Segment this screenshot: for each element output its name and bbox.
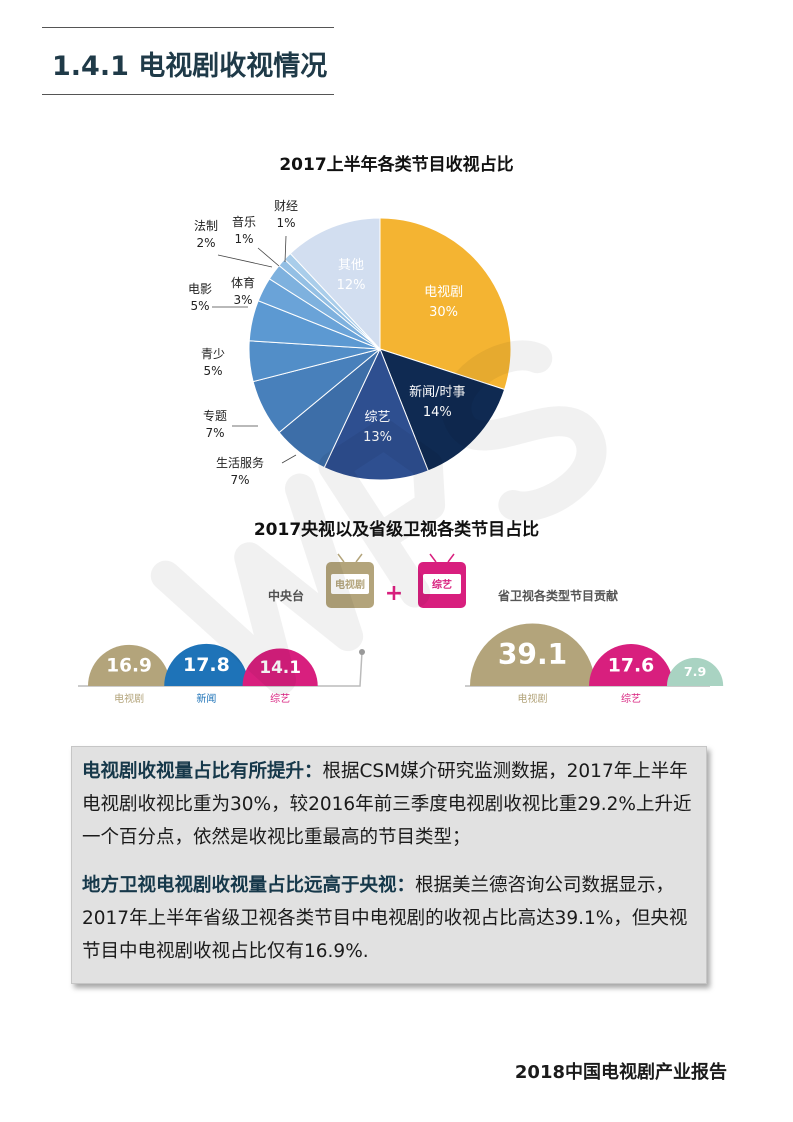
- tv-drama-icon: 电视剧: [326, 553, 374, 608]
- cctv-category-0: 电视剧: [114, 692, 144, 705]
- leader-line-音乐: [257, 247, 280, 267]
- pie-label-体育: 体育 3%: [218, 275, 268, 309]
- pie-slice-电视剧: [379, 217, 512, 391]
- provincial-mark-1: [589, 644, 673, 686]
- pie-slice-综艺: [323, 347, 429, 481]
- slice-label-新闻-时事: 新闻/时事 14%: [397, 383, 477, 423]
- top-rule: [42, 27, 334, 28]
- provincial-mark-0: [470, 623, 596, 686]
- pie-slice-其他: [289, 217, 381, 351]
- footer-title: 2018中国电视剧产业报告: [514, 1062, 727, 1083]
- cctv-value-1: 17.8: [183, 654, 230, 676]
- slice-percent: 30%: [429, 304, 459, 320]
- pie-label-name: 财经: [273, 199, 298, 213]
- pie-label-name: 音乐: [231, 215, 256, 229]
- pie-chart-title: 2017上半年各类节目收视占比: [279, 155, 514, 175]
- summary-lead-2: 地方卫视电视剧收视量占比远高于央视：: [82, 875, 416, 896]
- pie-label-青少: 青少 5%: [188, 346, 238, 380]
- section-title: 1.4.1 电视剧收视情况: [52, 51, 328, 82]
- slice-label-其他: 其他 12%: [311, 256, 391, 296]
- slice-label-综艺: 综艺 13%: [338, 408, 418, 448]
- pie-label-name: 电影: [187, 282, 212, 296]
- pie-slice-新闻-时事: [379, 348, 506, 472]
- pie-label-name: 专题: [202, 409, 227, 423]
- bottom-rule: [42, 94, 334, 95]
- group-label-cctv: 中央台: [268, 588, 304, 603]
- tv-variety-icon: 综艺: [418, 553, 466, 608]
- pie-label-音乐: 音乐 1%: [219, 214, 269, 248]
- cctv-value-2: 14.1: [259, 657, 301, 677]
- provincial-category-0: 电视剧: [518, 692, 548, 705]
- summary-body-1: 根据CSM媒介研究监测数据，2017年上半年电视剧收视比重为30%，较2016年…: [82, 761, 692, 848]
- provincial-category-1: 综艺: [621, 692, 641, 705]
- pie-chart: [212, 217, 512, 481]
- slice-name: 电视剧: [424, 284, 464, 300]
- pie-label-percent: 7%: [205, 426, 225, 440]
- slice-name: 综艺: [364, 409, 391, 425]
- slice-name: 其他: [338, 257, 365, 273]
- pie-label-percent: 7%: [230, 473, 250, 487]
- cctv-category-1: 新闻: [196, 692, 216, 705]
- cctv-mark-0: [88, 644, 171, 686]
- provincial-value-0: 39.1: [498, 638, 567, 671]
- group-label-provincial: 省卫视各类型节目贡献: [497, 588, 618, 603]
- pie-label-财经: 财经 1%: [261, 198, 311, 232]
- bar-chart-title: 2017央视以及省级卫视各类节目占比: [253, 520, 540, 540]
- pie-label-percent: 2%: [196, 236, 216, 250]
- pie-label-生活服务: 生活服务 7%: [215, 455, 265, 489]
- summary-lead-1: 电视剧收视量占比有所提升：: [82, 761, 323, 782]
- slice-label-电视剧: 电视剧 30%: [404, 283, 484, 323]
- leader-line-财经: [284, 235, 287, 263]
- provincial-mark-2: [666, 657, 724, 686]
- pie-label-电影: 电影 5%: [175, 281, 225, 315]
- connector-dot-icon: [359, 649, 365, 655]
- slice-percent: 12%: [336, 277, 366, 293]
- tv-variety-icon-label: 综艺: [432, 578, 452, 591]
- tv-drama-icon-label: 电视剧: [335, 578, 365, 591]
- slice-name: 新闻/时事: [409, 384, 466, 400]
- slice-percent: 13%: [363, 429, 392, 445]
- cctv-connector: [340, 651, 363, 687]
- summary-paragraph-2: 地方卫视电视剧收视量占比远高于央视：根据美兰德咨询公司数据显示，2017年上半年…: [82, 869, 696, 968]
- pie-label-法制: 法制 2%: [181, 218, 231, 252]
- pie-label-name: 法制: [193, 219, 218, 233]
- pie-label-name: 体育: [230, 276, 255, 290]
- pie-label-percent: 1%: [234, 232, 254, 246]
- cctv-mark-2: [242, 648, 318, 686]
- pie-label-percent: 3%: [233, 293, 253, 307]
- summary-body-2: 根据美兰德咨询公司数据显示，2017年上半年省级卫视各类节目中电视剧的收视占比高…: [82, 875, 688, 962]
- leader-line-法制: [217, 254, 273, 268]
- pie-label-percent: 5%: [190, 299, 210, 313]
- cctv-mark-1: [164, 643, 249, 686]
- plus-icon: +: [385, 581, 403, 606]
- pie-label-name: 青少: [200, 347, 225, 361]
- summary-box: 电视剧收视量占比有所提升：根据CSM媒介研究监测数据，2017年上半年电视剧收视…: [71, 746, 707, 984]
- pie-label-name: 生活服务: [215, 456, 264, 470]
- pie-label-percent: 1%: [276, 216, 296, 230]
- pie-label-percent: 5%: [203, 364, 223, 378]
- provincial-value-1: 17.6: [608, 654, 655, 676]
- cctv-value-0: 16.9: [106, 656, 152, 677]
- provincial-value-2: 7.9: [684, 664, 706, 679]
- pie-label-专题: 专题 7%: [190, 408, 240, 442]
- summary-paragraph-1: 电视剧收视量占比有所提升：根据CSM媒介研究监测数据，2017年上半年电视剧收视…: [82, 755, 696, 854]
- cctv-category-2: 综艺: [270, 692, 290, 705]
- slice-percent: 14%: [422, 404, 452, 420]
- leader-line-生活服务: [281, 454, 297, 464]
